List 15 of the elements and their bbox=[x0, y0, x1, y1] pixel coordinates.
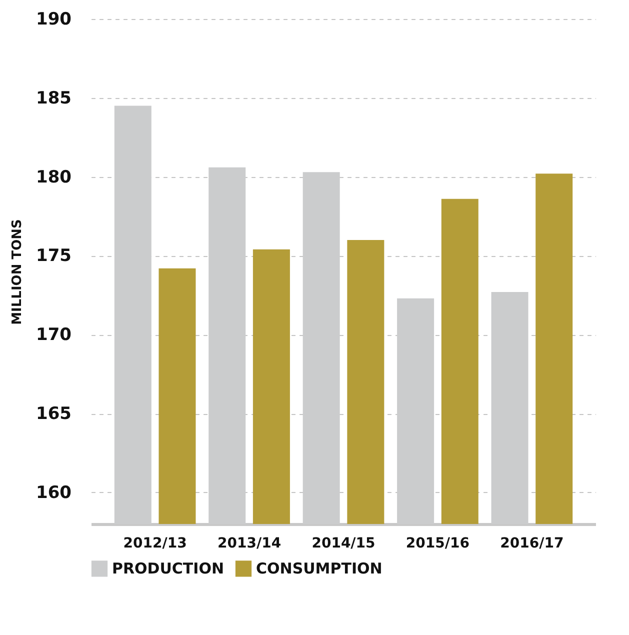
x-tick-label: 2016/17 bbox=[500, 536, 564, 552]
y-axis-title: MILLION TONS bbox=[10, 219, 26, 325]
legend-label: PRODUCTION bbox=[112, 560, 224, 578]
x-tick-label: 2013/14 bbox=[218, 536, 282, 552]
y-tick-label: 160 bbox=[36, 482, 72, 503]
y-tick-label: 165 bbox=[36, 404, 72, 424]
x-tick-label: 2014/15 bbox=[312, 536, 376, 552]
y-tick-label: 175 bbox=[36, 246, 72, 266]
y-tick-label: 190 bbox=[36, 10, 72, 30]
y-tick-label: 185 bbox=[36, 88, 72, 108]
y-tick-label: 170 bbox=[36, 325, 72, 346]
x-tick-label: 2012/13 bbox=[123, 536, 187, 552]
x-tick-label: 2015/16 bbox=[406, 536, 470, 552]
y-tick-label: 180 bbox=[36, 167, 72, 188]
legend-label: CONSUMPTION bbox=[256, 560, 382, 578]
